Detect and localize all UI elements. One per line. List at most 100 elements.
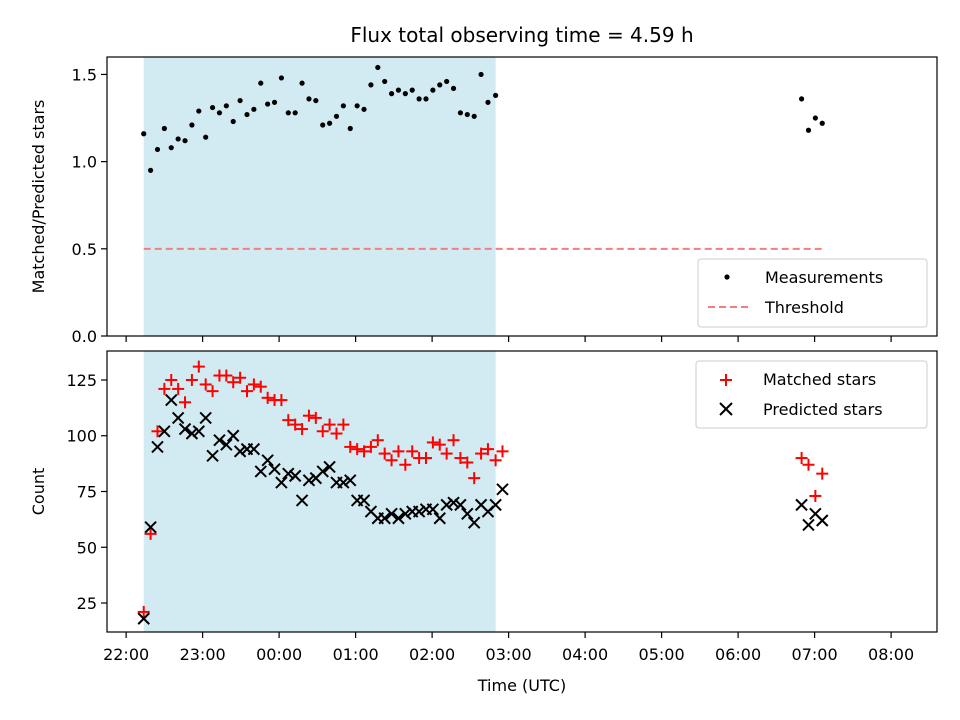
measurement-point [148, 167, 154, 173]
predicted-star-point [233, 445, 247, 458]
x-tick-label: 08:00 [868, 645, 914, 664]
matched-star-point [454, 452, 467, 465]
predicted-star-point [426, 503, 440, 516]
x-tick-label: 01:00 [333, 645, 379, 664]
matched-star-point [337, 418, 350, 431]
measurement-point [361, 106, 367, 112]
measurement-point [313, 97, 319, 104]
matched-star-point [475, 447, 488, 460]
matched-star-point [275, 394, 288, 407]
measurement-point [285, 110, 291, 116]
predicted-star-point [385, 507, 398, 521]
predicted-star-point [344, 474, 357, 487]
predicted-star-point [496, 483, 509, 496]
legend-label-measurements: Measurements [765, 268, 883, 287]
y-tick-label: 100 [66, 427, 97, 446]
measurement-point [196, 108, 202, 114]
predicted-star-point [220, 438, 233, 451]
matched-star-point [247, 378, 260, 391]
matched-star-point [496, 445, 509, 458]
predicted-star-point [185, 427, 199, 440]
matched-star-point [481, 443, 494, 456]
x-axis-ticks-top [125, 336, 892, 342]
predicted-star-point [816, 514, 829, 527]
matched-star-point [240, 385, 253, 398]
matched-star-point [179, 396, 192, 409]
matched-star-point [358, 445, 371, 458]
predicted-stars-series [137, 393, 829, 625]
measurement-point [161, 125, 167, 132]
measurement-point [251, 106, 257, 112]
measurement-point [292, 110, 298, 116]
measurement-point [382, 78, 388, 85]
y-tick-label: 125 [66, 371, 97, 390]
predicted-star-point [295, 494, 309, 507]
predicted-star-point [247, 442, 261, 456]
predicted-star-point [447, 496, 460, 509]
matched-star-point [309, 411, 322, 424]
measurement-point [471, 113, 477, 119]
measurement-point [457, 110, 464, 116]
x-tick-label: 02:00 [409, 645, 455, 664]
measurement-point [182, 138, 188, 144]
measurement-point [416, 96, 422, 102]
predicted-star-point [302, 474, 316, 487]
matched-star-point [282, 414, 295, 427]
measurement-point [478, 71, 484, 78]
matched-stars-series [137, 360, 829, 618]
predicted-star-point [165, 393, 178, 407]
measurement-point [189, 122, 195, 128]
matched-star-point [144, 527, 157, 540]
matched-star-point [364, 440, 377, 453]
predicted-star-point [440, 498, 453, 512]
predicted-star-point [227, 429, 240, 442]
measurement-point [333, 113, 340, 119]
matched-star-point [289, 418, 302, 431]
observing-window-shade-bottom [143, 351, 496, 632]
x-tick-label: 04:00 [562, 645, 608, 664]
matched-star-point [330, 427, 343, 440]
measurement-point [437, 82, 443, 88]
measurement-point [402, 91, 408, 97]
legend-label-threshold: Threshold [764, 298, 844, 317]
measurement-point [430, 87, 436, 93]
predicted-star-point [275, 476, 288, 489]
matched-star-point [419, 452, 432, 465]
matched-star-point [468, 472, 481, 485]
measurement-point [485, 99, 491, 105]
matched-star-point [809, 489, 822, 502]
predicted-star-point [213, 433, 226, 447]
matched-star-point [192, 360, 205, 373]
measurement-point [216, 110, 223, 116]
predicted-star-point [254, 465, 267, 478]
matched-star-point [344, 440, 357, 453]
predicted-star-point [178, 422, 192, 436]
x-tick-label: 05:00 [639, 645, 685, 664]
measurement-point [388, 91, 395, 97]
axes-frame-bottom [106, 350, 938, 633]
measurement-point [375, 64, 381, 71]
matched-star-point [206, 385, 219, 398]
measurement-point [237, 97, 243, 104]
measurement-point [354, 103, 360, 109]
predicted-star-point [795, 498, 808, 512]
measurement-point [798, 96, 805, 102]
predicted-star-point [171, 411, 185, 425]
matched-star-point [399, 458, 412, 471]
matched-star-point [220, 369, 233, 382]
matched-star-point [172, 382, 185, 395]
x-tick-label: 00:00 [256, 645, 302, 664]
measurement-point [258, 80, 264, 86]
matched-star-point [489, 454, 502, 467]
x-axis-ticks-bottom: 22:00 23:00 00:00 01:00 02:00 03:00 04:00 05:00… [103, 632, 914, 664]
matched-star-point [227, 376, 240, 389]
measurement-point [320, 122, 326, 128]
measurement-point [265, 101, 271, 107]
matched-star-point [185, 373, 198, 386]
predicted-star-point [412, 505, 426, 518]
measurement-point [444, 78, 450, 85]
predicted-star-point [206, 449, 219, 463]
matched-star-point [802, 458, 815, 471]
measurement-point [423, 96, 429, 102]
